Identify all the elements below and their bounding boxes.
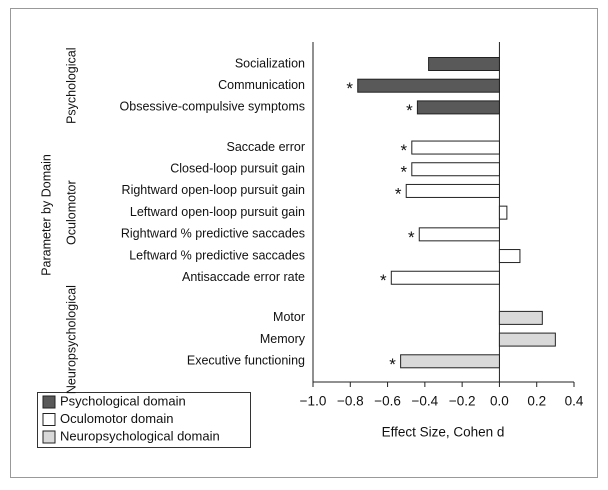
bar bbox=[400, 354, 500, 369]
group-label: Neuropsychological bbox=[64, 285, 78, 394]
bar bbox=[411, 162, 500, 177]
group-label: Psychological bbox=[64, 47, 78, 123]
significance-marker: * bbox=[406, 101, 413, 120]
group-label: Oculomotor bbox=[64, 180, 78, 245]
category-label: Leftward % predictive saccades bbox=[129, 248, 305, 262]
significance-marker: * bbox=[400, 141, 407, 160]
x-tick-label: 0.4 bbox=[565, 394, 584, 409]
category-label: Executive functioning bbox=[187, 354, 305, 368]
category-label: Communication bbox=[218, 78, 305, 92]
significance-marker: * bbox=[400, 163, 407, 182]
legend-box bbox=[37, 392, 251, 448]
legend-label: Psychological domain bbox=[60, 393, 186, 408]
frame bbox=[10, 8, 598, 478]
category-label: Obsessive-compulsive symptoms bbox=[120, 100, 305, 114]
legend-swatch bbox=[42, 395, 56, 409]
x-tick-label: −1.0 bbox=[300, 394, 327, 409]
category-label: Rightward open-loop pursuit gain bbox=[122, 183, 305, 197]
legend-swatch bbox=[42, 413, 56, 426]
bar bbox=[498, 249, 521, 264]
legend-label: Oculomotor domain bbox=[60, 411, 173, 426]
bar bbox=[498, 205, 508, 220]
category-label: Leftward open-loop pursuit gain bbox=[130, 205, 305, 219]
y-axis-label: Parameter by Domain bbox=[39, 154, 53, 276]
bar bbox=[418, 227, 500, 242]
bar bbox=[428, 57, 500, 71]
category-label: Saccade error bbox=[226, 140, 305, 154]
bar bbox=[498, 310, 543, 325]
x-tick-label: −0.6 bbox=[374, 394, 401, 409]
x-tick-label: 0.0 bbox=[490, 394, 509, 409]
bar bbox=[357, 78, 500, 93]
x-tick-label: −0.8 bbox=[337, 394, 364, 409]
significance-marker: * bbox=[408, 228, 415, 247]
bar bbox=[416, 100, 500, 115]
category-label: Antisaccade error rate bbox=[182, 270, 305, 284]
significance-marker: * bbox=[380, 271, 387, 290]
legend-swatch bbox=[42, 430, 56, 444]
category-label: Closed-loop pursuit gain bbox=[170, 162, 305, 176]
x-tick-label: −0.4 bbox=[412, 394, 439, 409]
bar bbox=[390, 270, 500, 285]
significance-marker: * bbox=[395, 184, 402, 203]
legend-label: Neuropsychological domain bbox=[60, 428, 220, 443]
x-tick-label: 0.2 bbox=[527, 394, 546, 409]
category-label: Memory bbox=[260, 332, 306, 346]
x-tick-label: −0.2 bbox=[449, 394, 476, 409]
bar bbox=[498, 332, 556, 347]
x-axis-label: Effect Size, Cohen d bbox=[382, 425, 505, 440]
category-label: Socialization bbox=[235, 56, 305, 70]
category-label: Rightward % predictive saccades bbox=[121, 227, 305, 241]
bar bbox=[411, 140, 500, 155]
bar bbox=[405, 183, 500, 198]
category-label: Motor bbox=[273, 310, 305, 324]
significance-marker: * bbox=[346, 79, 353, 98]
significance-marker: * bbox=[389, 355, 396, 374]
